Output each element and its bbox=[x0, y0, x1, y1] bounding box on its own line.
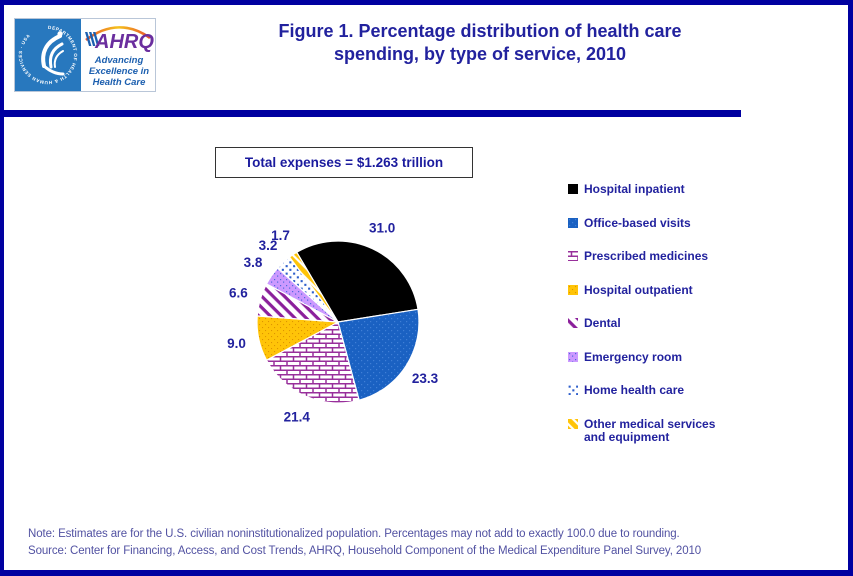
legend-label-prescribed-medicines: Prescribed medicines bbox=[584, 249, 709, 263]
total-expenses-box: Total expenses = $1.263 trillion bbox=[215, 147, 473, 178]
legend-swatch-emergency-room-icon bbox=[568, 351, 578, 362]
legend-label-office-based-visits: Office-based visits bbox=[584, 215, 691, 230]
ahrq-tagline: Advancing Excellence in Health Care bbox=[89, 55, 149, 88]
legend-label-hospital-inpatient: Hospital inpatient bbox=[584, 182, 685, 196]
legend-label-other-medical-services-and-equipment: Other medical services and equipment bbox=[584, 416, 716, 444]
ahrq-slashes-icon bbox=[85, 32, 100, 46]
legend-swatch-prescribed-medicines-icon bbox=[568, 251, 578, 261]
figure-title-line2: spending, by type of service, 2010 bbox=[333, 44, 627, 64]
legend-swatch-hospital-outpatient-icon bbox=[568, 284, 578, 295]
pie-value-label-prescribed-medicines: 21.4 bbox=[284, 410, 311, 425]
header-divider bbox=[4, 110, 741, 117]
source-text: Source: Center for Financing, Access, an… bbox=[28, 544, 702, 557]
ahrq-wordmark: AHRQ bbox=[94, 31, 154, 53]
note-text: Note: Estimates are for the U.S. civilia… bbox=[28, 528, 680, 540]
legend-item-other-medical-services-and-equipment: Other medical services and equipment bbox=[568, 416, 798, 445]
hhs-eagle-icon bbox=[41, 31, 65, 76]
legend-item-hospital-outpatient: Hospital outpatient bbox=[568, 282, 798, 298]
figure-title: Figure 1. Percentage distribution of hea… bbox=[160, 20, 800, 66]
pie-slice-office-based-visits bbox=[337, 308, 420, 401]
legend-item-hospital-inpatient: Hospital inpatient bbox=[568, 182, 798, 197]
legend-swatch-other-medical-services-and-equipment-icon bbox=[568, 418, 578, 429]
legend-swatch-dental-icon bbox=[568, 318, 578, 328]
pie-slice-prescribed-medicines bbox=[265, 321, 360, 404]
figure-title-line1: Figure 1. Percentage distribution of hea… bbox=[278, 21, 682, 41]
pie-chart-svg: 31.0 23.3 21.4 9.0 6.6 3.8 3.21.7 bbox=[227, 221, 439, 425]
pie-value-label-office-based-visits: 23.3 bbox=[412, 371, 439, 386]
pie-value-label-dental: 6.6 bbox=[229, 286, 248, 301]
pie-value-label-emergency-room: 3.8 bbox=[244, 255, 263, 270]
total-expenses-label: Total expenses = $1.263 trillion bbox=[244, 155, 444, 170]
pie-chart: 31.0 23.3 21.4 9.0 6.6 3.8 3.2 1.7 bbox=[225, 212, 469, 437]
legend-label-emergency-room: Emergency room bbox=[584, 349, 683, 364]
svg-text:Health Care: Health Care bbox=[93, 77, 147, 88]
footer-notes: Note: Estimates are for the U.S. civilia… bbox=[28, 526, 828, 559]
legend-swatch-office-based-visits-icon bbox=[568, 217, 578, 228]
pie-value-label-hospital-outpatient: 9.0 bbox=[227, 336, 246, 351]
hhs-ahrq-logo: DEPARTMENT OF HEALTH & HUMAN SERVICES · … bbox=[14, 18, 156, 92]
hhs-logo-icon: DEPARTMENT OF HEALTH & HUMAN SERVICES · … bbox=[15, 19, 81, 91]
legend-label-dental: Dental bbox=[584, 316, 621, 330]
svg-text:Advancing: Advancing bbox=[94, 55, 144, 66]
legend-item-home-health-care: Home health care bbox=[568, 383, 798, 398]
legend-label-hospital-outpatient: Hospital outpatient bbox=[584, 282, 693, 297]
legend-label-home-health-care: Home health care bbox=[584, 383, 685, 397]
pie-slice-other-medical-services-and-equipment bbox=[288, 251, 339, 323]
pie-value-label-other-medical-services-and-equipment: 1.7 bbox=[271, 228, 290, 243]
legend-item-prescribed-medicines: Prescribed medicines bbox=[568, 249, 798, 264]
pie-value-label-home-health-care: 3.2 bbox=[259, 238, 278, 253]
legend-item-dental: Dental bbox=[568, 316, 798, 331]
pie-slice-hospital-inpatient bbox=[295, 240, 419, 323]
ahrq-logo: AHRQ Advancing Excellence in Health Care bbox=[81, 19, 155, 91]
legend-swatch-hospital-inpatient-icon bbox=[568, 184, 578, 194]
svg-text:Excellence in: Excellence in bbox=[89, 66, 149, 77]
legend-swatch-home-health-care-icon bbox=[568, 385, 578, 395]
legend-item-emergency-room: Emergency room bbox=[568, 349, 798, 365]
legend: Hospital inpatient Office-based visits Pre… bbox=[568, 182, 798, 465]
legend-item-office-based-visits: Office-based visits bbox=[568, 215, 798, 231]
pie-value-label-hospital-inpatient: 31.0 bbox=[369, 221, 395, 236]
